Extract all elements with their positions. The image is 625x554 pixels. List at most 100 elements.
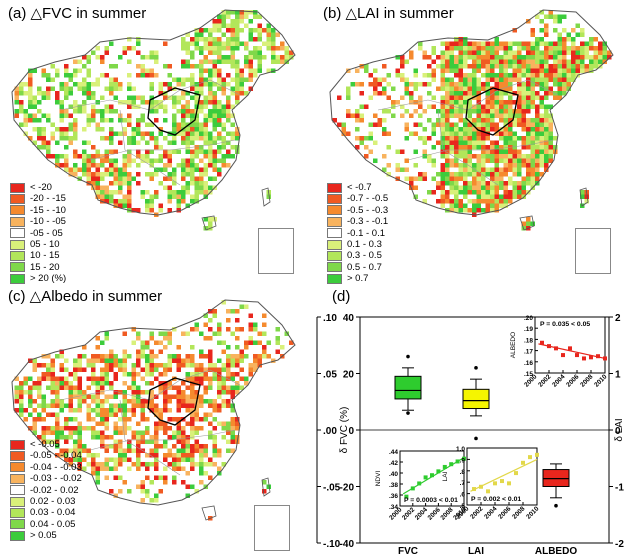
inset-x-tick: 2004	[483, 505, 498, 520]
inset-y-tick: .38	[389, 482, 398, 489]
fvc-axis-title: δ FVC (%)	[339, 407, 350, 454]
data-point	[493, 481, 497, 486]
legend-label: 0.02 - 0.03	[30, 495, 76, 507]
data-point	[486, 489, 490, 494]
lai-tick-label: -2	[615, 539, 624, 550]
lai-map	[329, 9, 614, 231]
legend-item: -05 - 05	[10, 228, 66, 239]
legend-label: -0.5 - -0.3	[347, 204, 389, 216]
lai-legend: < -0.7 -0.7 - -0.5 -0.5 - -0.3 -0.3 - -0.1-…	[327, 182, 388, 285]
legend-item: -0.05 - -0.04	[10, 450, 82, 461]
panel-d-title: (d)	[332, 288, 351, 305]
data-point	[430, 473, 434, 478]
lai-tick-label: 1	[615, 370, 621, 381]
legend-swatch	[10, 251, 25, 262]
legend-item: -0.5 - -0.3	[327, 205, 388, 216]
data-point	[423, 475, 428, 480]
legend-item: -0.02 - 0.02	[10, 485, 82, 496]
legend-label: 0.04 - 0.05	[30, 518, 76, 530]
data-point	[603, 356, 607, 361]
legend-item: 0.02 - 0.03	[10, 496, 82, 507]
legend-label: < -0.7	[347, 182, 372, 193]
outlier-point	[406, 354, 410, 359]
albedo-tick-label: .05	[323, 370, 337, 381]
legend-swatch	[10, 182, 25, 193]
inset-x-tick: 2004	[551, 373, 566, 388]
legend-label: -0.03 - -0.02	[30, 473, 82, 485]
outlier-point	[554, 503, 558, 508]
inset-y-tick: 1.0	[456, 446, 465, 453]
legend-label: -0.7 - -0.5	[347, 193, 389, 205]
legend-item: 0.3 - 0.5	[327, 250, 388, 261]
data-point	[449, 462, 454, 467]
legend-label: 15 - 20	[30, 261, 60, 273]
inset-x-tick: 2004	[414, 506, 429, 521]
legend-swatch	[10, 519, 25, 530]
panel-b: (b) △LAI in summer < -0.7 -0.7 - -0.5 -0.5…	[313, 0, 625, 284]
albedo-tick-label: -.05	[323, 483, 341, 494]
inset-y-label: NDVI	[375, 471, 382, 487]
loess-plateau-outline	[147, 377, 201, 426]
legend-label: 0.5 - 0.7	[347, 261, 382, 273]
panel-a-title: (a) △FVC in summer	[8, 5, 147, 22]
category-label: LAI	[468, 546, 484, 554]
data-point	[442, 464, 447, 469]
data-point	[410, 486, 415, 491]
data-point	[582, 356, 586, 361]
box-lai	[462, 366, 490, 441]
legend-item: -0.7 - -0.5	[327, 193, 388, 204]
box-body	[394, 375, 422, 400]
inset-x-tick: 2006	[427, 506, 442, 521]
inset-y-tick: .7	[460, 480, 466, 487]
data-point	[514, 471, 518, 476]
legend-label: -15 - -10	[30, 204, 66, 216]
outlier-point	[474, 436, 478, 441]
loess-plateau-outline	[147, 87, 201, 136]
inset-y-tick: .40	[389, 471, 398, 478]
fvc-legend: < -20 -20 - -15 -15 - -10 -10 - -05 -05 - 05…	[10, 182, 66, 285]
legend-swatch	[10, 273, 25, 284]
inset-y-tick: .42	[389, 460, 398, 467]
outlier-point	[474, 366, 478, 370]
inset-y-tick: .19	[524, 326, 533, 333]
box-albedo	[542, 463, 570, 508]
legend-item: -10 - -05	[10, 216, 66, 227]
legend-label: -0.05 - -0.04	[30, 450, 82, 462]
lai-tick-label: 0	[615, 426, 621, 437]
legend-label: > 0.05	[30, 530, 57, 542]
inset-ndvi: .44.42.40.38.36.342000200220042006200820…	[375, 449, 468, 522]
fvc-map	[11, 9, 296, 231]
inset-x-tick: 2008	[511, 505, 526, 520]
inset-annotation: P = 0.035 < 0.05	[540, 321, 590, 328]
inset-x-tick: 2006	[497, 505, 512, 520]
legend-item: > 0.7	[327, 273, 388, 284]
legend-swatch	[327, 239, 342, 250]
data-point	[596, 354, 600, 359]
inset-annotation: P = 0.0003 < 0.01	[404, 497, 458, 504]
legend-label: 0.1 - 0.3	[347, 238, 382, 250]
legend-item: 05 - 10	[10, 239, 66, 250]
legend-label: < -20	[30, 182, 52, 193]
data-point	[507, 481, 511, 486]
legend-item: < -20	[10, 182, 66, 193]
inset-x-tick: 2002	[469, 505, 484, 520]
fvc-tick-label: 0	[348, 426, 354, 437]
loess-plateau-outline	[465, 87, 519, 136]
inset-y-tick: .5	[460, 503, 466, 510]
data-point	[561, 353, 565, 358]
south-china-sea-inset	[575, 228, 611, 274]
box-fvc	[394, 354, 422, 415]
inset-frame	[534, 316, 606, 374]
legend-swatch	[10, 473, 25, 484]
legend-swatch	[10, 262, 25, 273]
legend-swatch	[10, 462, 25, 473]
legend-swatch	[10, 508, 25, 519]
panel-c: (c) △Albedo in summer < -0.05 -0.05 - -0.…	[0, 280, 312, 554]
south-china-sea-inset	[258, 228, 294, 274]
inset-x-tick: 2008	[439, 506, 454, 521]
legend-swatch	[10, 194, 25, 205]
inset-lai: 1.0.9.8.7.6.5200020022004200620082010LAI…	[442, 446, 541, 521]
data-point	[417, 481, 422, 486]
fvc-tick-label: 20	[343, 370, 355, 381]
data-point	[575, 353, 579, 358]
